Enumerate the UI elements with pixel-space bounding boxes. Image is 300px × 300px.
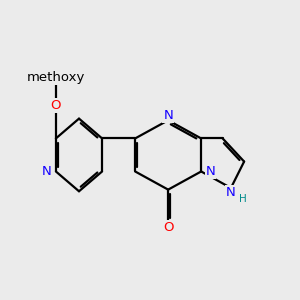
Text: N: N <box>226 186 236 199</box>
Text: N: N <box>163 110 173 122</box>
Text: N: N <box>206 165 215 178</box>
Text: O: O <box>163 221 173 234</box>
Text: N: N <box>42 165 52 178</box>
Text: O: O <box>51 99 61 112</box>
Text: methoxy: methoxy <box>27 71 85 84</box>
Text: H: H <box>238 194 246 203</box>
